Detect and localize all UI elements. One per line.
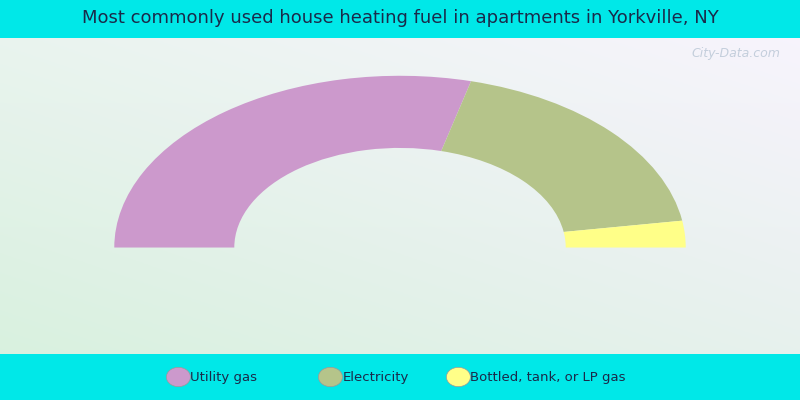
Wedge shape	[442, 81, 682, 232]
Ellipse shape	[166, 367, 190, 387]
Text: Bottled, tank, or LP gas: Bottled, tank, or LP gas	[470, 370, 626, 384]
Ellipse shape	[318, 367, 342, 387]
Wedge shape	[114, 76, 471, 248]
Text: Most commonly used house heating fuel in apartments in Yorkville, NY: Most commonly used house heating fuel in…	[82, 9, 718, 27]
Text: City-Data.com: City-Data.com	[691, 48, 780, 60]
Text: Electricity: Electricity	[342, 370, 409, 384]
Text: Utility gas: Utility gas	[190, 370, 258, 384]
Ellipse shape	[446, 367, 470, 387]
Wedge shape	[564, 221, 686, 248]
